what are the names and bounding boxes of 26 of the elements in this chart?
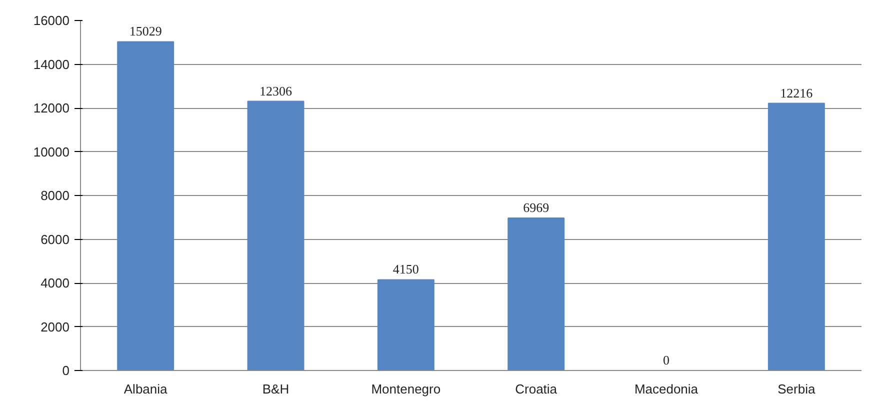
- x-tick-label: Albania: [124, 382, 168, 396]
- y-tick-label: 0: [62, 363, 70, 378]
- data-label: 0: [663, 352, 670, 368]
- y-tick-label: 12000: [33, 100, 70, 116]
- y-tick-label: 2000: [40, 319, 70, 334]
- y-tick-label: 16000: [33, 13, 70, 28]
- data-label: 12306: [260, 83, 292, 98]
- bar: [377, 279, 434, 370]
- bar: [508, 218, 565, 370]
- data-label: 6969: [523, 200, 550, 216]
- data-label: 4150: [392, 262, 419, 277]
- y-tick-label: 6000: [40, 232, 70, 247]
- data-label: 12216: [780, 85, 814, 100]
- x-tick-label: Serbia: [778, 382, 816, 396]
- bar: [768, 102, 825, 370]
- y-tick-label: 8000: [40, 188, 70, 203]
- x-tick-label: Montenegro: [371, 382, 441, 396]
- y-tick-label: 14000: [33, 56, 70, 72]
- x-tick-label: Croatia: [515, 382, 558, 396]
- x-tick-label: Macedonia: [634, 382, 699, 396]
- data-label: 15029: [129, 24, 162, 39]
- bar: [247, 100, 304, 370]
- y-tick-label: 10000: [33, 144, 70, 160]
- y-tick-label: 4000: [40, 276, 70, 290]
- x-tick-label: B&H: [262, 382, 290, 396]
- bar: [117, 41, 174, 370]
